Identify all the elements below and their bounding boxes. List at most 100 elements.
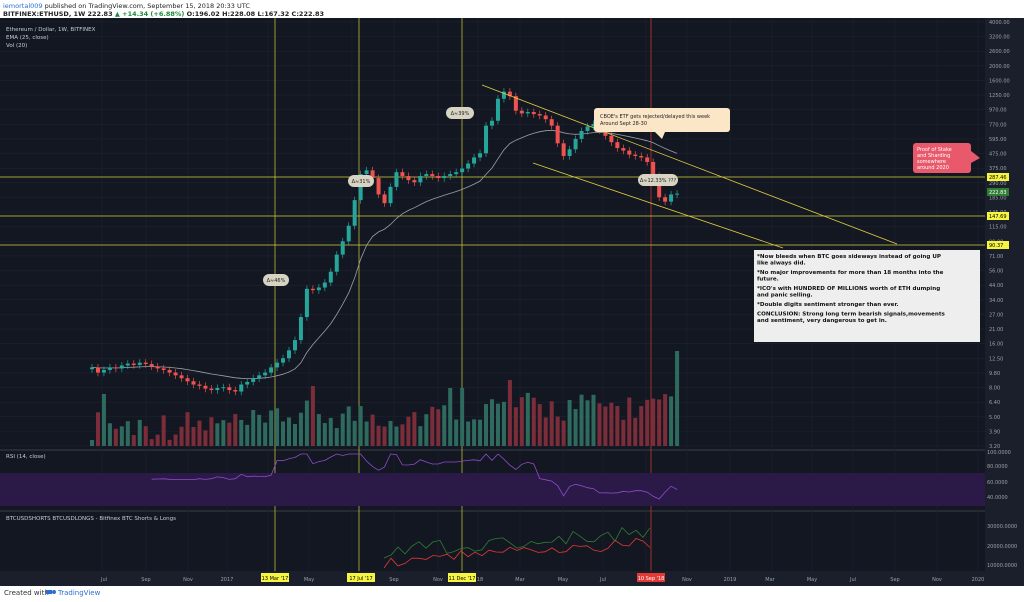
candle-body <box>346 225 351 242</box>
volume-bar <box>197 420 202 446</box>
volume-bar <box>400 424 405 446</box>
rsi-pane: RSI (14, close) 100.0000 80.0000 60.0000 40… <box>0 450 1011 506</box>
price-badge <box>987 173 1009 181</box>
date-flag <box>637 573 665 582</box>
price-tick: 3.90 <box>989 429 1000 435</box>
volume-bar <box>101 394 106 446</box>
conclusion-line: *No major improvements for more than 18 … <box>757 270 944 276</box>
candle-body <box>573 138 578 150</box>
publisher-link[interactable]: iemortal009 <box>3 2 43 10</box>
pos-note-pointer <box>971 151 980 163</box>
rsi-tick: 60.0000 <box>987 480 1008 486</box>
candle-body <box>328 271 333 283</box>
time-axis[interactable]: Jul Sep Nov 2017 May Sep Nov 18 Mar May Jul Sep Nov 2… <box>100 577 984 583</box>
candle-body <box>388 186 393 204</box>
date-flag <box>448 573 476 582</box>
cboe-note-line: CBOE's ETF gets rejected/delayed this we… <box>600 114 710 120</box>
candle-body <box>382 194 387 204</box>
chart-canvas[interactable]: Ethereum / Dollar, 1W, BITFINEX EMA (25,… <box>0 18 1024 586</box>
candle-body <box>113 367 118 369</box>
volume-bar <box>424 414 429 446</box>
volume-bar <box>155 434 160 446</box>
candle-body <box>161 368 166 370</box>
volume-bar <box>430 406 435 446</box>
volume-bar <box>651 398 656 446</box>
volume-bar <box>161 415 166 446</box>
volume-bar <box>275 408 280 446</box>
rsi-tick: 40.0000 <box>987 495 1008 501</box>
candle-body <box>460 168 465 173</box>
volume-bar <box>107 423 112 446</box>
candle-body <box>275 362 280 368</box>
volume-bar <box>346 406 351 446</box>
volume-bar <box>567 399 572 446</box>
candle-body <box>364 170 369 175</box>
candle-body <box>466 163 471 169</box>
price-tick: 770.00 <box>989 122 1007 128</box>
volume-bar <box>119 426 124 446</box>
time-tick: 2019 <box>724 577 737 583</box>
volume-bar <box>287 417 292 446</box>
rsi-band <box>0 473 985 506</box>
candle-body <box>651 161 656 177</box>
price-tick: 21.00 <box>989 327 1003 333</box>
candle-body <box>173 372 178 376</box>
price-badge-text: 222.83 <box>989 190 1007 196</box>
price-change: ▲ +14.34 (+6.88%) <box>114 10 185 18</box>
legend-title: Ethereum / Dollar, 1W, BITFINEX <box>6 27 96 33</box>
price-tick: 1600.00 <box>989 78 1010 84</box>
candle-body <box>669 194 674 202</box>
volume-bar <box>412 412 417 446</box>
volume-bar <box>227 422 232 446</box>
candle-body <box>269 367 274 373</box>
price-tick: 5.00 <box>989 415 1000 421</box>
volume-bar <box>316 414 321 446</box>
volume-bar <box>525 392 530 446</box>
price-tick: 2600.00 <box>989 49 1010 55</box>
candle-body <box>221 387 226 389</box>
legend-ema: EMA (25, close) <box>6 35 49 41</box>
volume-bar <box>209 417 214 446</box>
candle-body <box>310 288 315 291</box>
candle-body <box>316 287 321 291</box>
volume-bar <box>131 435 136 446</box>
volume-bar <box>125 421 130 446</box>
price-tick: 8.00 <box>989 386 1000 392</box>
volume-bar <box>609 402 614 446</box>
price-axis-background <box>985 18 1024 586</box>
time-tick: May <box>558 577 568 583</box>
conclusion-box: *Now bleeds when BTC goes sideways inste… <box>754 250 980 342</box>
price-tick: 595.00 <box>989 137 1007 143</box>
ohlc-values: O:196.02 H:228.08 L:167.32 C:222.83 <box>186 10 325 18</box>
time-tick: 2017 <box>221 577 234 583</box>
volume-bar <box>615 406 620 446</box>
candle-body <box>107 367 112 370</box>
volume-bar <box>537 404 542 446</box>
price-badge-text: 147.69 <box>989 214 1007 220</box>
candle-body <box>442 176 447 179</box>
price-tick: 3.20 <box>989 444 1000 450</box>
percent-bubble-text: Δ≈12.33% ??? <box>640 178 677 184</box>
longs-line <box>383 526 651 559</box>
candle-body <box>352 200 357 226</box>
time-tick: 2020 <box>972 577 985 583</box>
volume-bar <box>591 394 596 446</box>
rsi-axis: 100.0000 80.0000 60.0000 40.0000 <box>987 450 1011 501</box>
volume-bar <box>334 428 339 446</box>
candle-body <box>340 241 345 255</box>
candle-body <box>430 174 435 177</box>
trend-lines[interactable] <box>481 84 898 249</box>
volume-bar <box>675 351 680 446</box>
candle-body <box>436 176 441 179</box>
candle-body <box>495 98 500 121</box>
tradingview-brand[interactable]: TradingView <box>58 589 101 597</box>
candle-body <box>645 157 650 162</box>
volume-bar <box>639 406 644 446</box>
percent-bubble-text: Δ≈39% <box>451 111 470 117</box>
time-tick: Mar <box>765 577 775 583</box>
candle-body <box>507 91 512 97</box>
volume-bar <box>418 426 423 446</box>
volume-bar <box>376 425 381 446</box>
candle-body <box>501 91 506 99</box>
price-tick: 970.00 <box>989 108 1007 114</box>
